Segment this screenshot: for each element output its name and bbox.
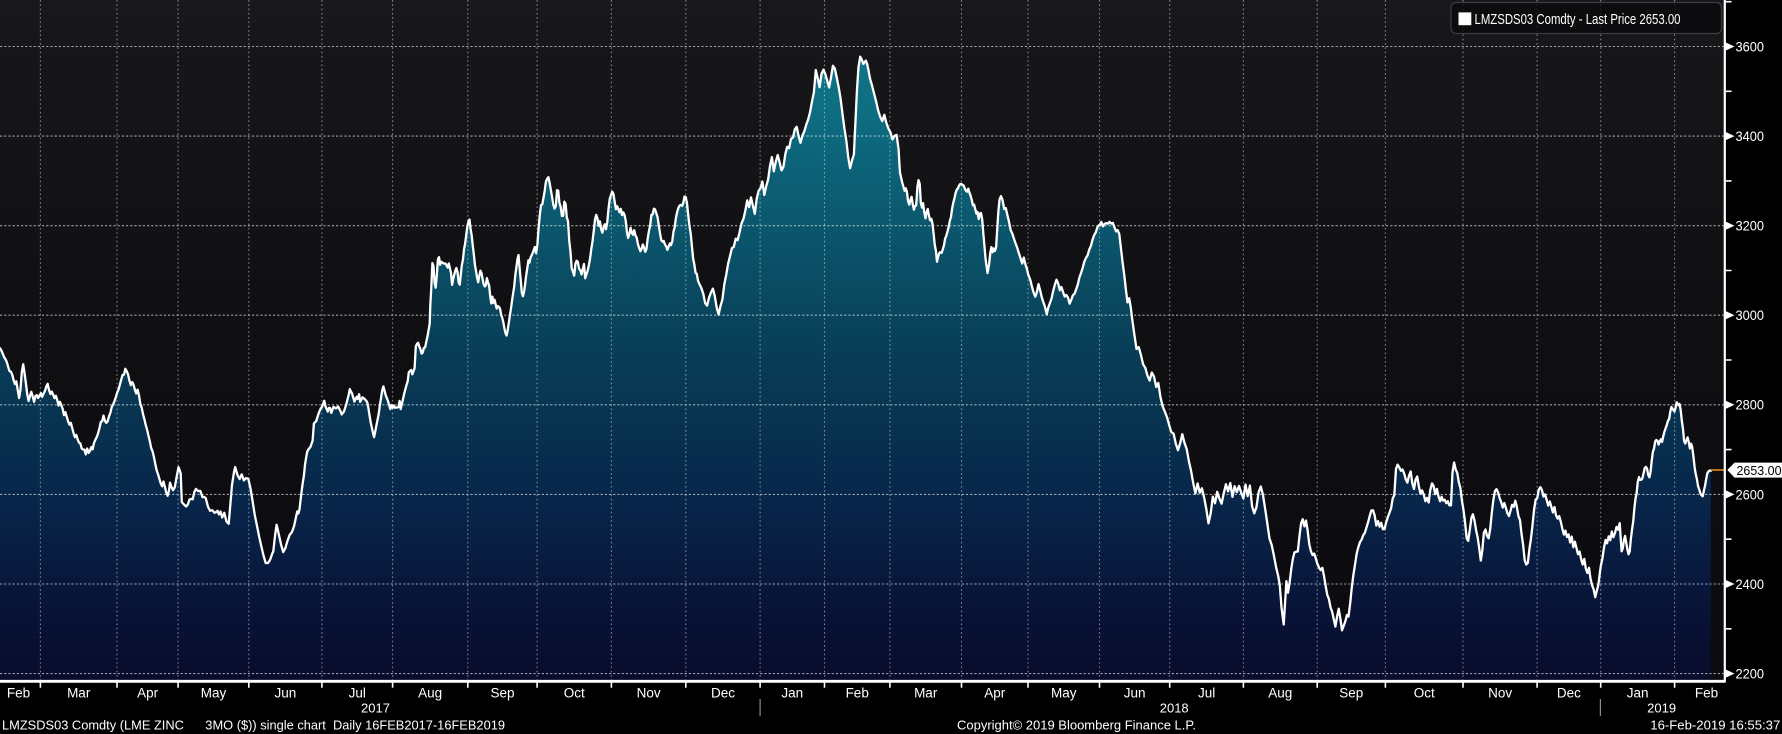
svg-text:3400: 3400	[1736, 128, 1765, 144]
svg-text:Dec: Dec	[711, 685, 735, 700]
svg-text:LMZSDS03 Comdty (LME ZINC: LMZSDS03 Comdty (LME ZINC 3MO ($)) singl…	[2, 718, 505, 733]
svg-text:2653.00: 2653.00	[1737, 463, 1782, 478]
svg-text:3000: 3000	[1736, 307, 1765, 323]
svg-text:2800: 2800	[1736, 397, 1765, 413]
svg-text:Nov: Nov	[1488, 685, 1512, 700]
svg-text:Sep: Sep	[490, 685, 514, 700]
svg-text:2200: 2200	[1736, 666, 1765, 682]
svg-text:Oct: Oct	[564, 685, 585, 700]
svg-text:Mar: Mar	[914, 685, 938, 700]
svg-text:Copyright© 2019 Bloomberg Fina: Copyright© 2019 Bloomberg Finance L.P.	[957, 718, 1196, 733]
svg-text:2400: 2400	[1736, 576, 1765, 592]
svg-text:Apr: Apr	[984, 685, 1006, 700]
svg-text:Feb: Feb	[846, 685, 869, 700]
svg-text:Jun: Jun	[1124, 685, 1146, 700]
svg-text:Jan: Jan	[781, 685, 803, 700]
svg-text:Aug: Aug	[1268, 685, 1292, 700]
svg-text:Feb: Feb	[1695, 685, 1718, 700]
svg-text:3600: 3600	[1736, 38, 1765, 54]
svg-text:2017: 2017	[361, 701, 390, 716]
svg-text:16-Feb-2019 16:55:37: 16-Feb-2019 16:55:37	[1650, 718, 1780, 733]
svg-text:Dec: Dec	[1557, 685, 1581, 700]
svg-text:2018: 2018	[1160, 701, 1189, 716]
svg-text:Jul: Jul	[349, 685, 366, 700]
svg-text:Oct: Oct	[1414, 685, 1435, 700]
svg-text:LMZSDS03 Comdty - Last Price 2: LMZSDS03 Comdty - Last Price 2653.00	[1475, 12, 1681, 28]
svg-text:3200: 3200	[1736, 218, 1765, 234]
svg-text:Aug: Aug	[418, 685, 442, 700]
svg-text:2019: 2019	[1647, 701, 1676, 716]
svg-text:Jun: Jun	[275, 685, 297, 700]
svg-text:May: May	[1051, 685, 1077, 700]
svg-text:2600: 2600	[1736, 486, 1765, 502]
svg-text:Nov: Nov	[637, 685, 661, 700]
svg-text:Feb: Feb	[7, 685, 30, 700]
svg-text:Apr: Apr	[137, 685, 159, 700]
svg-text:May: May	[201, 685, 227, 700]
svg-text:Sep: Sep	[1339, 685, 1363, 700]
svg-text:Jul: Jul	[1198, 685, 1215, 700]
svg-text:Mar: Mar	[67, 685, 91, 700]
svg-text:Jan: Jan	[1627, 685, 1649, 700]
